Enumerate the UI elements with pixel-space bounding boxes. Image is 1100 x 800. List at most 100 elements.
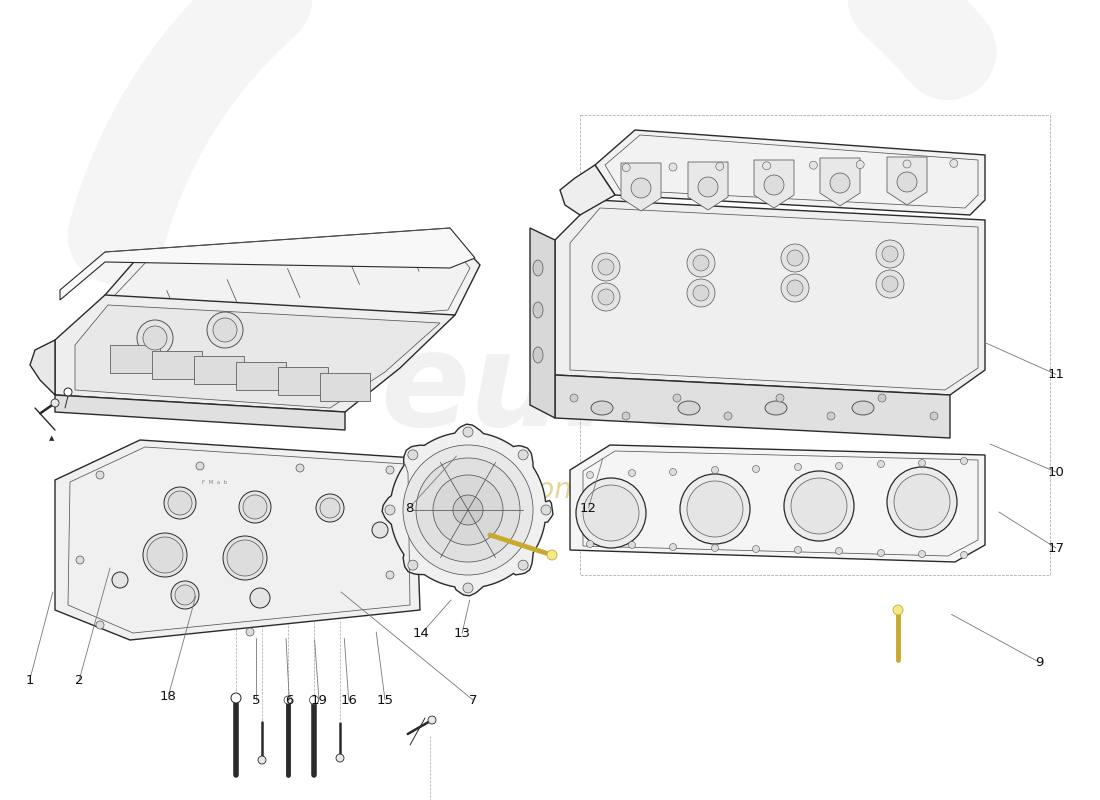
Circle shape: [428, 716, 436, 724]
Circle shape: [231, 694, 241, 702]
Circle shape: [670, 543, 676, 550]
Circle shape: [586, 471, 594, 478]
Polygon shape: [688, 162, 728, 210]
Circle shape: [878, 394, 886, 402]
Circle shape: [453, 495, 483, 525]
Circle shape: [628, 542, 636, 549]
Polygon shape: [556, 375, 950, 438]
Circle shape: [518, 450, 528, 460]
Circle shape: [949, 159, 958, 167]
Polygon shape: [556, 200, 984, 395]
Circle shape: [143, 533, 187, 577]
Circle shape: [752, 466, 759, 473]
Polygon shape: [278, 367, 328, 395]
Circle shape: [463, 427, 473, 437]
Ellipse shape: [534, 260, 543, 276]
Polygon shape: [55, 395, 345, 430]
Text: 6: 6: [285, 694, 294, 706]
Circle shape: [698, 177, 718, 197]
Circle shape: [623, 164, 630, 172]
Circle shape: [716, 162, 724, 170]
Circle shape: [284, 696, 292, 704]
Circle shape: [227, 540, 263, 576]
Circle shape: [147, 537, 183, 573]
Circle shape: [631, 178, 651, 198]
Circle shape: [372, 522, 388, 538]
Polygon shape: [60, 228, 475, 300]
Polygon shape: [887, 157, 927, 205]
Circle shape: [836, 547, 843, 554]
Polygon shape: [152, 350, 202, 378]
Circle shape: [960, 551, 968, 558]
Text: 19: 19: [310, 694, 328, 706]
Circle shape: [175, 585, 195, 605]
Circle shape: [583, 485, 639, 541]
Text: 8: 8: [405, 502, 414, 514]
Circle shape: [876, 240, 904, 268]
Circle shape: [112, 572, 128, 588]
Text: 15: 15: [376, 694, 394, 706]
Circle shape: [598, 259, 614, 275]
Polygon shape: [55, 440, 420, 640]
Circle shape: [243, 495, 267, 519]
Circle shape: [96, 621, 104, 629]
Circle shape: [794, 463, 802, 470]
Circle shape: [930, 412, 938, 420]
Circle shape: [576, 478, 646, 548]
Circle shape: [887, 467, 957, 537]
Circle shape: [258, 756, 266, 764]
Circle shape: [598, 289, 614, 305]
Circle shape: [882, 276, 898, 292]
Circle shape: [547, 550, 557, 560]
Circle shape: [403, 445, 534, 575]
Circle shape: [688, 279, 715, 307]
Circle shape: [408, 560, 418, 570]
Text: 10: 10: [1047, 466, 1065, 478]
Ellipse shape: [852, 401, 874, 415]
Ellipse shape: [534, 302, 543, 318]
Text: 12: 12: [580, 502, 597, 514]
Circle shape: [223, 536, 267, 580]
Circle shape: [894, 474, 950, 530]
Circle shape: [320, 498, 340, 518]
Circle shape: [836, 462, 843, 470]
Circle shape: [878, 461, 884, 467]
Polygon shape: [110, 345, 160, 373]
Polygon shape: [621, 163, 661, 211]
Circle shape: [386, 571, 394, 579]
Polygon shape: [530, 228, 556, 418]
Circle shape: [541, 505, 551, 515]
Polygon shape: [820, 158, 860, 206]
Circle shape: [882, 246, 898, 262]
Circle shape: [592, 253, 620, 281]
Text: 17: 17: [1047, 542, 1065, 554]
Circle shape: [628, 470, 636, 477]
Circle shape: [786, 250, 803, 266]
Polygon shape: [194, 356, 244, 384]
Circle shape: [827, 412, 835, 420]
Circle shape: [688, 481, 742, 537]
Polygon shape: [570, 445, 984, 562]
Circle shape: [570, 394, 578, 402]
Circle shape: [903, 160, 911, 168]
Circle shape: [76, 556, 84, 564]
Polygon shape: [595, 130, 984, 215]
Circle shape: [168, 491, 192, 515]
Circle shape: [518, 560, 528, 570]
Circle shape: [693, 255, 710, 271]
Circle shape: [433, 475, 503, 545]
Polygon shape: [382, 424, 553, 596]
Text: 13: 13: [453, 627, 471, 640]
Text: F  M  a  b: F M a b: [202, 479, 228, 485]
Circle shape: [213, 318, 236, 342]
Circle shape: [680, 474, 750, 544]
Circle shape: [416, 458, 520, 562]
Circle shape: [309, 695, 319, 705]
Circle shape: [336, 754, 344, 762]
Ellipse shape: [534, 347, 543, 363]
Circle shape: [918, 550, 925, 558]
Circle shape: [781, 274, 808, 302]
Circle shape: [693, 285, 710, 301]
Polygon shape: [320, 373, 370, 401]
Circle shape: [688, 249, 715, 277]
